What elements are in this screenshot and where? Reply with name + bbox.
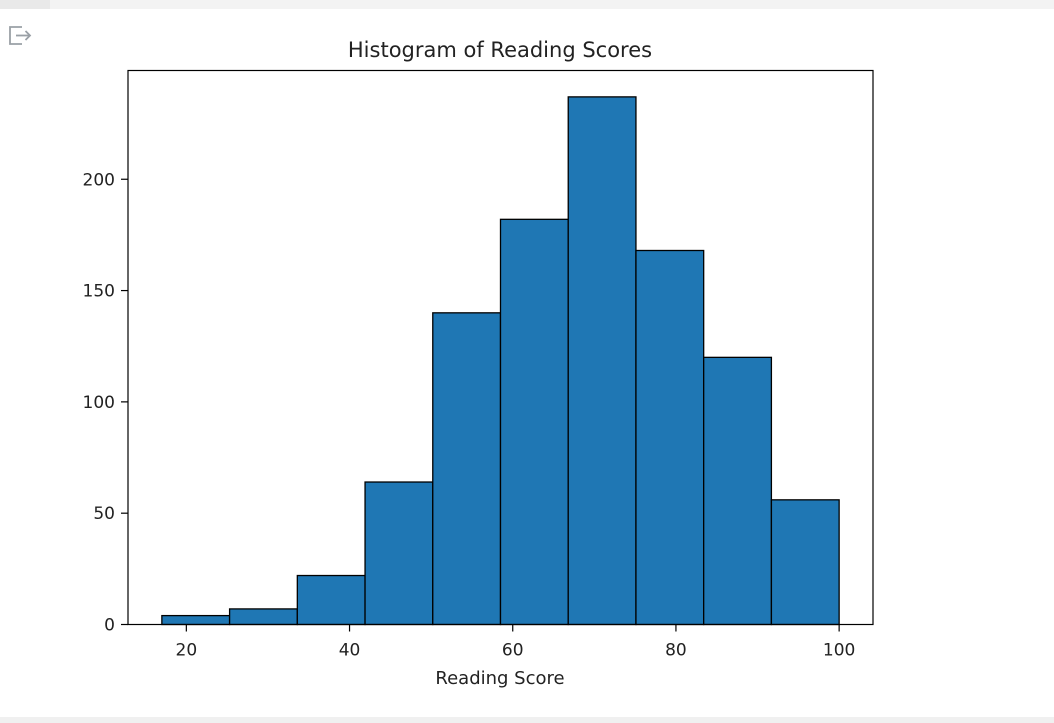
histogram-bar [703, 356, 773, 626]
y-axis: 0 50 100 150 200 [83, 170, 128, 636]
y-tick-label: 100 [83, 393, 115, 413]
x-tick-label: 60 [502, 641, 524, 661]
histogram-bar [161, 614, 231, 626]
plot-area-frame [127, 69, 874, 626]
x-tick-label: 20 [176, 641, 198, 661]
x-axis: 20 40 60 80 100 [176, 624, 855, 661]
histogram-bar [296, 574, 366, 626]
chart-title: Histogram of Reading Scores [348, 38, 652, 62]
y-tick-label: 150 [83, 282, 115, 302]
x-tick-label: 100 [823, 641, 855, 661]
y-tick-label: 50 [93, 504, 115, 524]
cell-top-border [0, 0, 1054, 9]
output-redirect-icon[interactable] [6, 22, 36, 50]
x-axis-label: Reading Score [435, 668, 564, 689]
histogram-bar [499, 218, 569, 626]
histogram-bar [635, 249, 705, 626]
x-tick-label: 80 [665, 641, 687, 661]
cell-bottom-border [0, 717, 1054, 723]
y-tick-label: 200 [83, 170, 115, 190]
histogram-bar [567, 96, 637, 626]
histogram-bar [364, 481, 434, 626]
histogram-bar [770, 499, 840, 626]
output-redirect-icon-glyph [9, 26, 32, 45]
x-tick-label: 40 [339, 641, 361, 661]
y-tick-label: 0 [104, 616, 115, 636]
histogram-bar [228, 608, 298, 626]
cell-gutter-top [0, 0, 50, 9]
histogram-bar [432, 312, 502, 626]
bars-group [161, 96, 840, 626]
